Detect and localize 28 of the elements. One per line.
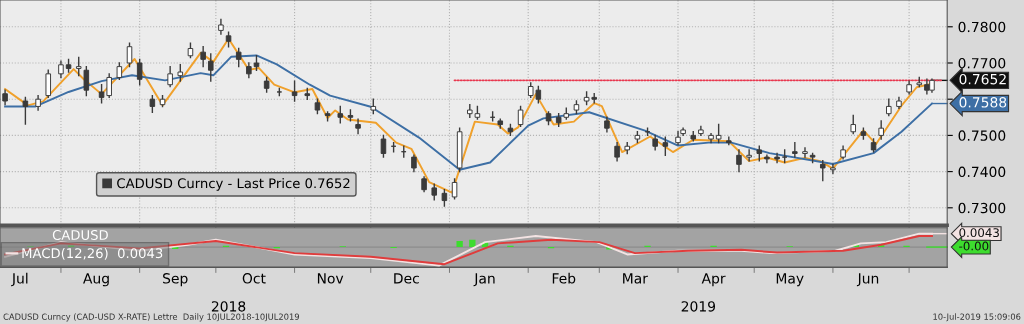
- y-tick-label: 0.7300: [958, 202, 1006, 214]
- x-tick-label: Jun: [856, 273, 879, 287]
- legend-label: CADUSD Curncy - Last Price 0.7652: [117, 178, 350, 191]
- x-tick-label: Oct: [242, 273, 266, 284]
- x-tick-label: Jan: [473, 273, 495, 287]
- y-tick-label: 0.7400: [958, 166, 1006, 178]
- x-tick-label: Feb: [552, 272, 576, 284]
- x-tick-label: Mar: [623, 273, 648, 284]
- y-tick-label: 0.7800: [958, 21, 1006, 33]
- annotation: 0.7588: [959, 97, 1007, 108]
- x2-tick-label: 2018: [211, 301, 246, 312]
- annotation: 0.7652: [959, 73, 1006, 85]
- y-tick-label: 0.7500: [958, 130, 1006, 141]
- x-tick-label: Aug: [83, 273, 109, 287]
- x-tick-label: May: [776, 273, 804, 287]
- text: 10-Jul-2019 15:09:06: [933, 313, 1021, 322]
- annotation: -0.00: [959, 241, 989, 251]
- x-tick-label: Sep: [163, 273, 188, 287]
- annotation: 0.0043: [959, 228, 999, 238]
- text: CADUSD Curncy (CAD-USD X-RATE) Lettre Daily 10JUL2018-10JUL2019: [3, 313, 299, 322]
- x-tick-label: Nov: [317, 273, 344, 284]
- x-tick-label: Dec: [394, 273, 419, 284]
- chart-title: CADUSD: [52, 229, 108, 240]
- x-tick-label: Jul: [11, 272, 28, 287]
- y-tick-label: 0.7700: [958, 57, 1006, 69]
- legend-label: MACD(12,26) 0.0043: [22, 247, 163, 260]
- x2-tick-label: 2019: [681, 301, 716, 312]
- x-tick-label: Apr: [701, 273, 726, 287]
